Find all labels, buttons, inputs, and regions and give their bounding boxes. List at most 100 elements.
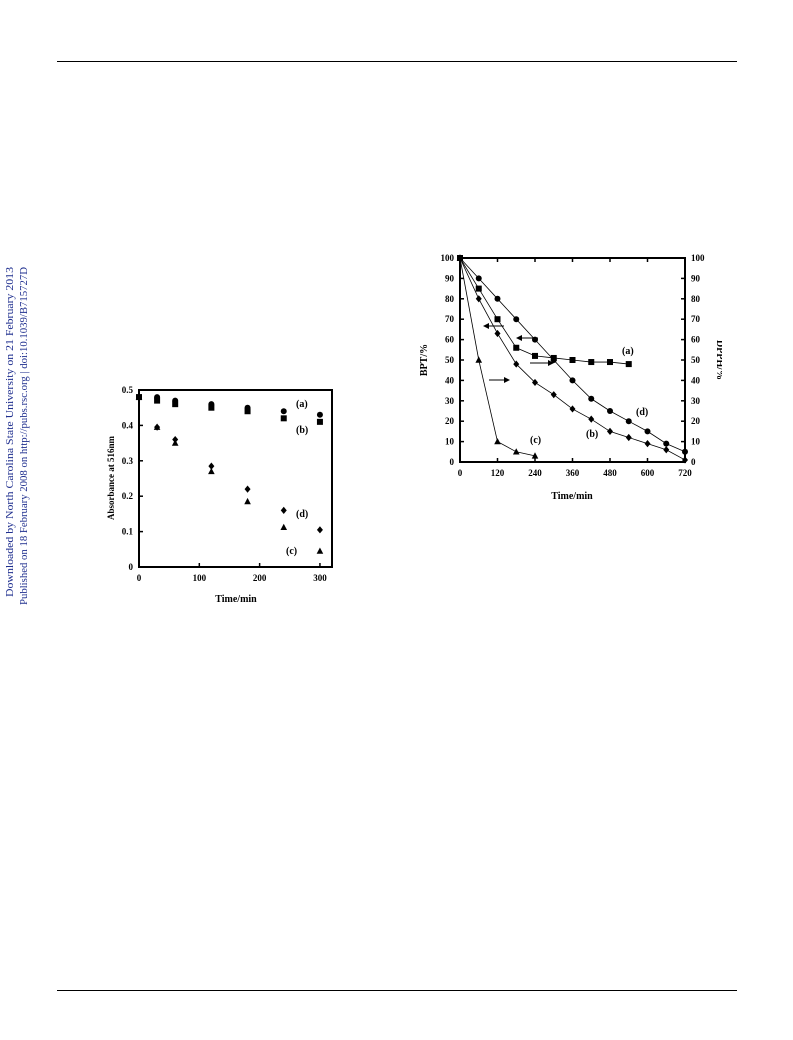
data-point-square: [154, 397, 161, 404]
y-tick-label: 0.1: [122, 527, 134, 537]
y-tick-label: 20: [445, 416, 455, 426]
data-point-circle: [513, 316, 520, 323]
data-point-square: [172, 401, 179, 408]
data-point-diamond: [280, 506, 287, 514]
data-point-circle: [588, 395, 595, 402]
data-point-triangle: [512, 448, 520, 455]
data-point-square: [280, 415, 287, 422]
x-tick-label: 600: [641, 468, 655, 478]
data-point-triangle: [244, 497, 251, 505]
data-point-circle: [280, 408, 287, 415]
y2-tick-label: 10: [691, 437, 701, 447]
y-axis-label-left: BPT/%: [419, 344, 430, 376]
download-notice: Downloaded by North Carolina State Unive…: [5, 267, 16, 597]
x-tick-label: 720: [678, 468, 692, 478]
x-tick-label: 360: [566, 468, 580, 478]
data-point-square: [494, 316, 501, 323]
y-tick-label: 0.3: [122, 456, 134, 466]
arrow-left-c-head: [516, 335, 522, 341]
series-label-c: (c): [530, 435, 541, 446]
bpt-dpph-chart: 0 120 240 360 480 600 720 0 10 20 30 40 50 60 70 80 90 10…: [412, 246, 725, 513]
y-tick-label: 0: [129, 562, 134, 572]
data-point-circle: [569, 377, 576, 384]
series-label-a: (a): [622, 346, 634, 357]
bpt-dpph-chart-svg: 0 120 240 360 480 600 720010203040506070809010…: [419, 253, 725, 502]
data-point-circle: [607, 408, 613, 414]
data-point-diamond: [475, 295, 482, 303]
x-axis-label: Time/min: [215, 594, 257, 605]
x-tick-label: 0: [458, 468, 463, 478]
data-point-circle: [494, 295, 501, 302]
data-point-circle: [625, 418, 632, 425]
data-point-diamond: [588, 415, 595, 423]
x-tick-label: 300: [313, 573, 327, 583]
series-label-d: (d): [296, 509, 308, 520]
data-point-triangle: [456, 254, 464, 261]
data-point-circle: [682, 448, 688, 455]
y-tick-label: 30: [445, 396, 455, 406]
x-tick-label: 0: [137, 573, 142, 583]
data-point-triangle: [531, 452, 539, 459]
y-axis-label-right: DPPH/%: [714, 340, 722, 380]
data-point-diamond: [550, 391, 557, 399]
data-point-circle: [316, 411, 323, 418]
y-tick-label: 0: [450, 457, 455, 467]
data-point-diamond: [532, 378, 538, 387]
absorbance-chart: 0 100 200 300 0 0.1 0.2 0.3 0.4 0.5 (a) (b) (d) (…: [100, 380, 350, 615]
data-point-square: [569, 357, 576, 363]
y2-tick-label: 20: [691, 416, 701, 426]
data-point-square: [513, 344, 520, 351]
arrow-right-d-head: [548, 360, 554, 366]
series-line-triangle: [459, 257, 536, 457]
x-tick-label: 100: [193, 573, 207, 583]
x-axis-label: Time/min: [551, 491, 593, 502]
footer-rule: [57, 990, 737, 991]
y2-tick-label: 50: [691, 355, 701, 365]
x-tick-label: 120: [491, 468, 505, 478]
series-label-d: (d): [636, 407, 648, 418]
data-point-square: [316, 418, 323, 425]
y-tick-label: 50: [445, 355, 455, 365]
data-point-square: [244, 408, 251, 415]
data-point-circle: [663, 440, 670, 447]
y2-tick-label: 80: [691, 294, 701, 304]
y-tick-label: 0.2: [122, 491, 134, 501]
data-point-triangle: [171, 439, 179, 446]
data-point-circle: [550, 357, 557, 363]
y-tick-label: 0.5: [122, 385, 134, 395]
series-label-c: (c): [286, 546, 297, 557]
data-point-triangle: [280, 523, 288, 531]
data-point-square: [475, 285, 482, 292]
y-tick-label: 100: [441, 253, 455, 263]
data-point-triangle: [208, 467, 215, 475]
data-point-diamond: [607, 427, 613, 435]
data-point-diamond: [644, 440, 651, 448]
y-tick-label: 0.4: [122, 420, 134, 430]
series-line-circle: [459, 257, 686, 453]
y-tick-label: 70: [445, 314, 455, 324]
data-point-square: [607, 359, 613, 366]
header-rule: [57, 61, 737, 62]
data-point-square: [625, 361, 632, 368]
publication-notice: Published on 18 February 2008 on http://…: [19, 267, 30, 605]
data-point-circle: [475, 275, 482, 282]
data-point-diamond: [625, 433, 632, 442]
data-point-diamond: [244, 485, 251, 493]
series-label-b: (b): [586, 429, 598, 440]
y2-tick-label: 70: [691, 314, 701, 324]
data-point-diamond: [316, 526, 323, 534]
data-point-square: [208, 404, 215, 411]
series-label-b: (b): [296, 425, 308, 436]
series-label-a: (a): [296, 399, 308, 410]
data-point-circle: [644, 428, 651, 435]
data-point-square: [588, 359, 595, 366]
y2-tick-label: 90: [691, 273, 701, 283]
arrow-right-b-head: [504, 377, 510, 383]
data-point-diamond: [663, 446, 670, 454]
y-tick-label: 10: [445, 437, 455, 447]
y-tick-label: 60: [445, 335, 455, 345]
data-point-diamond: [569, 405, 576, 413]
y-tick-label: 40: [445, 375, 455, 385]
y2-tick-label: 60: [691, 335, 701, 345]
arrow-left-a-head: [483, 323, 489, 329]
